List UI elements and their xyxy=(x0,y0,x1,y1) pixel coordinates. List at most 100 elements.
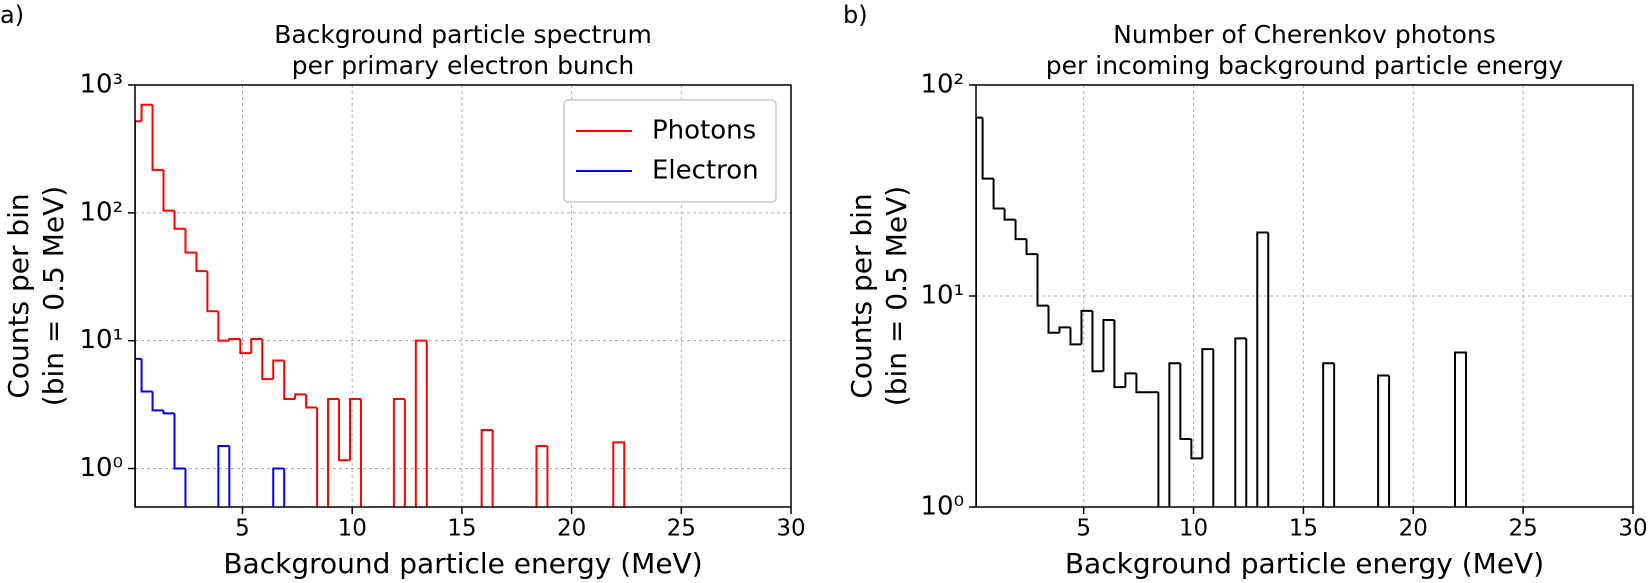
chart-title: Number of Cherenkov photons xyxy=(1113,20,1496,49)
histogram-step xyxy=(981,117,994,180)
histogram-step xyxy=(1124,372,1137,388)
x-tick-label: 30 xyxy=(1618,516,1647,542)
histogram-step xyxy=(1168,362,1181,507)
x-tick-label: 30 xyxy=(776,516,805,542)
x-tick-label: 25 xyxy=(1508,516,1537,542)
x-axis-label: Background particle energy (MeV) xyxy=(223,547,702,580)
panel-label: b) xyxy=(843,1,868,29)
histogram-step xyxy=(612,441,626,507)
x-tick-label: 15 xyxy=(447,516,476,542)
histogram-step xyxy=(1102,318,1115,372)
histogram-step xyxy=(1047,305,1060,334)
histogram-step xyxy=(140,358,153,393)
histogram-step xyxy=(283,468,286,507)
histogram-step xyxy=(1267,232,1270,507)
x-tick-label: 25 xyxy=(667,516,696,542)
histogram-step xyxy=(272,359,285,380)
panel-label: a) xyxy=(0,1,24,29)
histogram-step xyxy=(1135,373,1148,394)
histogram-step xyxy=(392,397,405,507)
histogram-step xyxy=(1190,439,1203,460)
histogram-step xyxy=(217,445,230,507)
y-tick-label: 10² xyxy=(920,70,964,100)
histogram-step xyxy=(305,394,318,409)
chart-title: per incoming background particle energy xyxy=(1046,51,1564,80)
x-tick-label: 5 xyxy=(1076,516,1091,542)
y-tick-label: 10⁰ xyxy=(79,453,123,483)
histogram-step xyxy=(1377,374,1390,507)
y-tick-label: 10² xyxy=(79,197,123,227)
histogram-step xyxy=(403,398,406,507)
histogram-step xyxy=(228,446,231,507)
legend-label: Photons xyxy=(652,116,756,146)
histogram-step xyxy=(1245,338,1248,507)
y-tick-label: 10³ xyxy=(79,70,123,100)
histogram-step xyxy=(184,468,187,507)
histogram-step xyxy=(1157,392,1160,507)
histogram-step xyxy=(162,169,175,212)
histogram-step xyxy=(491,430,494,507)
histogram-step xyxy=(1212,349,1215,507)
axes-frame xyxy=(134,84,792,508)
histogram-step xyxy=(135,357,142,507)
y-tick-label: 10¹ xyxy=(79,325,123,355)
histogram-step xyxy=(1256,231,1269,507)
histogram-step xyxy=(327,397,340,507)
histogram-step xyxy=(1113,319,1126,389)
histogram-step xyxy=(1069,327,1082,346)
axes-frame xyxy=(975,84,1634,508)
y-axis-label: (bin = 0.5 MeV) xyxy=(37,186,70,406)
histogram-step xyxy=(1322,362,1335,507)
histogram-step xyxy=(1388,375,1391,507)
legend-label: Electron xyxy=(652,156,759,186)
histogram-step xyxy=(1454,351,1467,507)
chart-title: per primary electron bunch xyxy=(292,51,634,80)
histogram-step xyxy=(535,445,548,507)
histogram-step xyxy=(976,116,983,507)
chart-title: Background particle spectrum xyxy=(274,20,652,49)
histogram-step xyxy=(338,398,351,462)
y-tick-label: 10¹ xyxy=(920,281,964,311)
x-tick-label: 20 xyxy=(1399,516,1428,542)
histogram-step xyxy=(294,393,307,399)
histogram-step xyxy=(272,467,285,507)
histogram-step xyxy=(425,340,428,507)
histogram-step xyxy=(239,339,252,355)
histogram-step xyxy=(480,429,493,507)
x-tick-label: 10 xyxy=(1179,516,1208,542)
y-axis-label: Counts per bin xyxy=(2,193,35,398)
histogram-step xyxy=(217,311,230,342)
histogram-step xyxy=(1058,326,1071,333)
x-axis-label: Background particle energy (MeV) xyxy=(1065,547,1544,580)
histogram-step xyxy=(1234,337,1247,507)
histogram-step xyxy=(250,338,263,354)
legend-box xyxy=(563,99,777,203)
x-tick-label: 20 xyxy=(557,516,586,542)
histogram-step xyxy=(184,228,197,254)
histogram-step xyxy=(1025,239,1038,256)
histogram-step xyxy=(1014,219,1027,241)
histogram-step xyxy=(1036,254,1049,307)
histogram-step xyxy=(1003,208,1016,221)
histogram-step xyxy=(228,338,241,341)
plot-area xyxy=(976,116,1467,507)
histogram-step xyxy=(206,271,219,313)
histogram-step xyxy=(992,178,1005,210)
histogram-step xyxy=(349,397,361,461)
histogram-step xyxy=(283,360,296,400)
histogram-step xyxy=(1080,309,1093,345)
y-axis-label: (bin = 0.5 MeV) xyxy=(880,186,913,406)
histogram-step xyxy=(1201,348,1214,459)
histogram-step xyxy=(1179,363,1192,441)
histogram-step xyxy=(173,210,186,230)
histogram-step xyxy=(140,103,153,122)
x-tick-label: 10 xyxy=(338,516,367,542)
histogram-step xyxy=(316,407,319,507)
histogram-step xyxy=(173,413,186,470)
histogram-step xyxy=(151,391,164,412)
x-tick-label: 15 xyxy=(1289,516,1318,542)
histogram-step xyxy=(151,104,164,171)
histogram-step xyxy=(261,339,274,381)
histogram-step xyxy=(135,120,142,507)
